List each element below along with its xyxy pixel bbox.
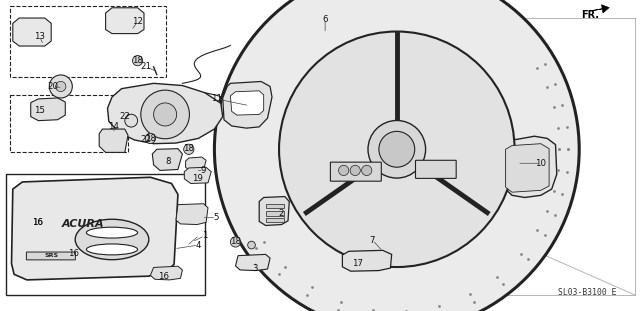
Text: 22: 22 bbox=[119, 112, 131, 121]
Polygon shape bbox=[12, 177, 178, 280]
Circle shape bbox=[154, 103, 177, 126]
Polygon shape bbox=[176, 204, 208, 225]
Text: 16: 16 bbox=[31, 218, 43, 227]
Bar bbox=[6, 174, 205, 295]
Circle shape bbox=[141, 90, 189, 139]
Text: 9: 9 bbox=[201, 166, 206, 175]
Bar bbox=[266, 204, 284, 208]
Text: 6: 6 bbox=[323, 15, 328, 24]
Circle shape bbox=[132, 56, 143, 66]
Text: 15: 15 bbox=[34, 106, 45, 115]
Polygon shape bbox=[150, 266, 182, 280]
Text: 7: 7 bbox=[370, 236, 375, 244]
Circle shape bbox=[49, 75, 72, 98]
Circle shape bbox=[248, 241, 255, 249]
Text: 18: 18 bbox=[145, 134, 156, 143]
Polygon shape bbox=[259, 197, 289, 225]
Circle shape bbox=[230, 237, 241, 247]
Text: 16: 16 bbox=[68, 249, 79, 258]
Circle shape bbox=[125, 114, 138, 127]
Text: SRS: SRS bbox=[44, 253, 58, 258]
Circle shape bbox=[339, 165, 349, 175]
Text: SL03-B3100 E: SL03-B3100 E bbox=[558, 288, 617, 297]
Text: FR.: FR. bbox=[581, 10, 599, 20]
Polygon shape bbox=[13, 18, 51, 46]
Text: 18: 18 bbox=[183, 144, 195, 153]
Polygon shape bbox=[152, 149, 182, 170]
Bar bbox=[266, 211, 284, 216]
Polygon shape bbox=[230, 91, 264, 115]
Polygon shape bbox=[184, 167, 211, 183]
Text: 16: 16 bbox=[157, 272, 169, 281]
Polygon shape bbox=[504, 136, 557, 197]
Bar bbox=[10, 6, 166, 77]
Text: 19: 19 bbox=[192, 174, 202, 183]
Circle shape bbox=[145, 133, 156, 143]
Text: 13: 13 bbox=[34, 32, 45, 41]
Text: 17: 17 bbox=[351, 259, 363, 268]
Text: 3: 3 bbox=[252, 264, 257, 272]
Polygon shape bbox=[186, 157, 206, 171]
Text: 21: 21 bbox=[140, 63, 152, 71]
Text: 20: 20 bbox=[47, 82, 58, 91]
Polygon shape bbox=[108, 83, 223, 144]
Ellipse shape bbox=[86, 227, 138, 238]
Text: 18: 18 bbox=[230, 238, 241, 246]
Text: ACURA: ACURA bbox=[62, 219, 104, 229]
Text: 22: 22 bbox=[140, 135, 152, 144]
FancyArrowPatch shape bbox=[591, 5, 609, 13]
Circle shape bbox=[279, 31, 515, 267]
Polygon shape bbox=[236, 254, 270, 271]
Circle shape bbox=[362, 165, 372, 175]
Text: 11: 11 bbox=[211, 95, 222, 103]
Text: 16: 16 bbox=[31, 218, 43, 227]
Polygon shape bbox=[99, 129, 128, 152]
Text: 5: 5 bbox=[214, 213, 219, 222]
Polygon shape bbox=[506, 144, 549, 192]
Circle shape bbox=[350, 165, 360, 175]
Text: 2: 2 bbox=[279, 210, 284, 218]
Ellipse shape bbox=[76, 219, 149, 260]
Polygon shape bbox=[223, 81, 272, 128]
Text: 8: 8 bbox=[165, 157, 170, 165]
Circle shape bbox=[184, 144, 194, 154]
Text: 14: 14 bbox=[108, 123, 120, 131]
Polygon shape bbox=[31, 98, 65, 121]
Circle shape bbox=[56, 81, 66, 91]
Circle shape bbox=[368, 120, 426, 178]
Bar bbox=[266, 218, 284, 222]
Text: 12: 12 bbox=[132, 17, 143, 26]
FancyBboxPatch shape bbox=[26, 252, 76, 260]
Text: 10: 10 bbox=[535, 159, 547, 168]
Polygon shape bbox=[342, 250, 392, 271]
Text: 18: 18 bbox=[132, 56, 143, 65]
FancyBboxPatch shape bbox=[415, 160, 456, 179]
Bar bbox=[10, 95, 128, 152]
Circle shape bbox=[214, 0, 579, 311]
Text: 4: 4 bbox=[196, 241, 201, 249]
Circle shape bbox=[379, 131, 415, 167]
Polygon shape bbox=[106, 8, 144, 34]
Text: 1: 1 bbox=[202, 231, 207, 240]
FancyBboxPatch shape bbox=[330, 162, 381, 181]
Ellipse shape bbox=[86, 244, 138, 255]
